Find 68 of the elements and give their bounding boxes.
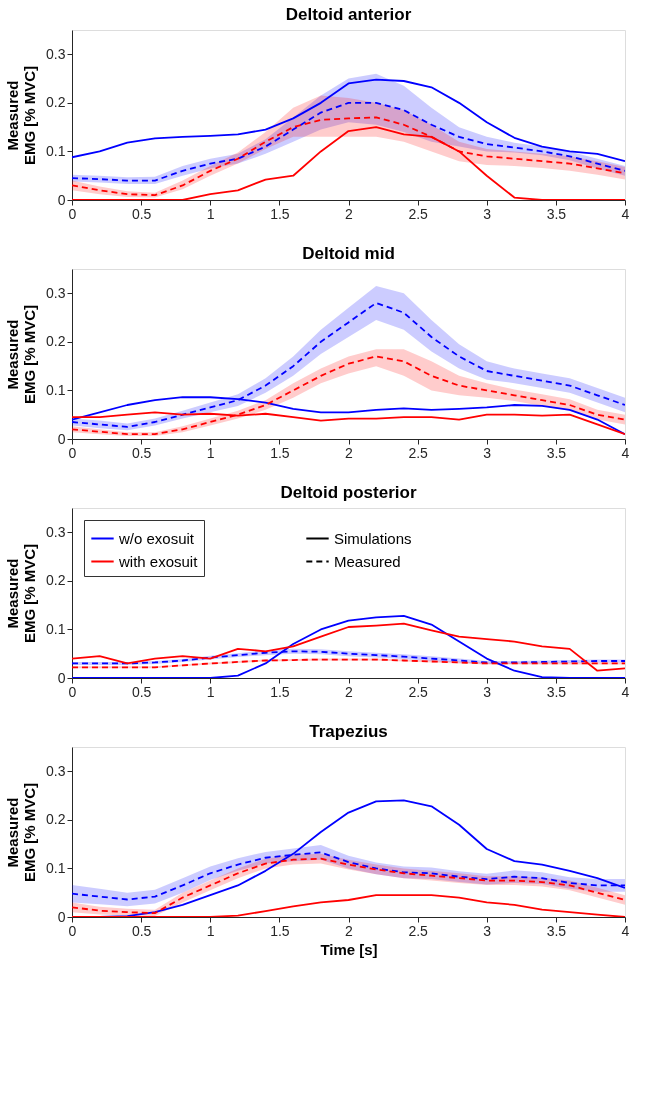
x-tick-label: 2 (345, 205, 354, 222)
x-tick-label: 2.5 (408, 922, 429, 939)
x-tick-label: 3 (483, 205, 492, 222)
x-tick-label: 1 (206, 444, 215, 461)
line-series (72, 622, 625, 672)
y-tick-label: 0.2 (46, 572, 66, 589)
y-tick-label: 0.3 (46, 45, 66, 62)
chart-title: Deltoid anterior (285, 5, 412, 24)
legend-label: w/o exosuit (118, 529, 195, 547)
y-tick-label: 0.3 (46, 284, 66, 301)
x-tick-label: 1.5 (270, 444, 290, 461)
x-tick-label: 0 (68, 444, 77, 461)
y-tick-label: 0.2 (46, 333, 66, 350)
x-tick-label: 1.5 (270, 205, 290, 222)
y-tick-label: 0.1 (46, 620, 66, 637)
y-axis-title: Measured EMG [% MVC] (4, 304, 39, 405)
y-tick-label: 0.3 (46, 523, 66, 540)
x-tick-label: 2 (345, 683, 354, 700)
x-tick-label: 3.5 (546, 205, 567, 222)
annotation: Measured (334, 552, 401, 570)
x-tick-label: 2.5 (408, 205, 429, 222)
x-tick-label: 1 (206, 683, 215, 700)
x-tick-label: 1 (206, 205, 215, 222)
x-tick-label: 2 (345, 922, 354, 939)
x-tick-label: 1.5 (270, 683, 290, 700)
x-axis-title: Time [s] (320, 940, 378, 958)
chart-title: Deltoid posterior (280, 483, 417, 502)
y-tick-label: 0.3 (46, 762, 66, 779)
x-tick-label: 3 (483, 922, 492, 939)
x-tick-label: 3.5 (546, 922, 567, 939)
x-tick-label: 0 (68, 683, 77, 700)
x-tick-label: 1.5 (270, 922, 290, 939)
x-tick-label: 0 (68, 922, 77, 939)
y-tick-label: 0.2 (46, 94, 66, 111)
y-tick-label: 0 (57, 191, 66, 208)
y-axis-title: Measured EMG [% MVC] (4, 782, 39, 883)
x-tick-label: 2 (345, 444, 354, 461)
x-tick-label: 0.5 (131, 683, 152, 700)
line-series (72, 78, 625, 163)
y-tick-label: 0 (57, 908, 66, 925)
y-tick-label: 0.2 (46, 811, 66, 828)
x-tick-label: 1 (206, 922, 215, 939)
x-tick-label: 0 (68, 205, 77, 222)
x-tick-label: 4 (621, 444, 630, 461)
chart-title: Trapezius (309, 722, 388, 741)
x-tick-label: 4 (621, 205, 630, 222)
x-tick-label: 2.5 (408, 683, 429, 700)
legend-label: with exosuit (118, 552, 199, 570)
x-tick-label: 4 (621, 683, 630, 700)
y-axis-title: Measured EMG [% MVC] (4, 543, 39, 644)
x-tick-label: 0.5 (131, 922, 152, 939)
annotation: Simulations (334, 529, 412, 547)
x-tick-label: 3 (483, 683, 492, 700)
chart-title: Deltoid mid (302, 244, 395, 263)
x-tick-label: 3 (483, 444, 492, 461)
y-tick-label: 0 (57, 669, 66, 686)
x-tick-label: 0.5 (131, 205, 152, 222)
y-tick-label: 0.1 (46, 859, 66, 876)
x-tick-label: 0.5 (131, 444, 152, 461)
x-tick-label: 3.5 (546, 683, 567, 700)
y-tick-label: 0 (57, 430, 66, 447)
x-tick-label: 3.5 (546, 444, 567, 461)
x-tick-label: 2.5 (408, 444, 429, 461)
y-tick-label: 0.1 (46, 142, 66, 159)
line-series (72, 101, 625, 182)
y-axis-title: Measured EMG [% MVC] (4, 65, 39, 166)
y-tick-label: 0.1 (46, 381, 66, 398)
x-tick-label: 4 (621, 922, 630, 939)
